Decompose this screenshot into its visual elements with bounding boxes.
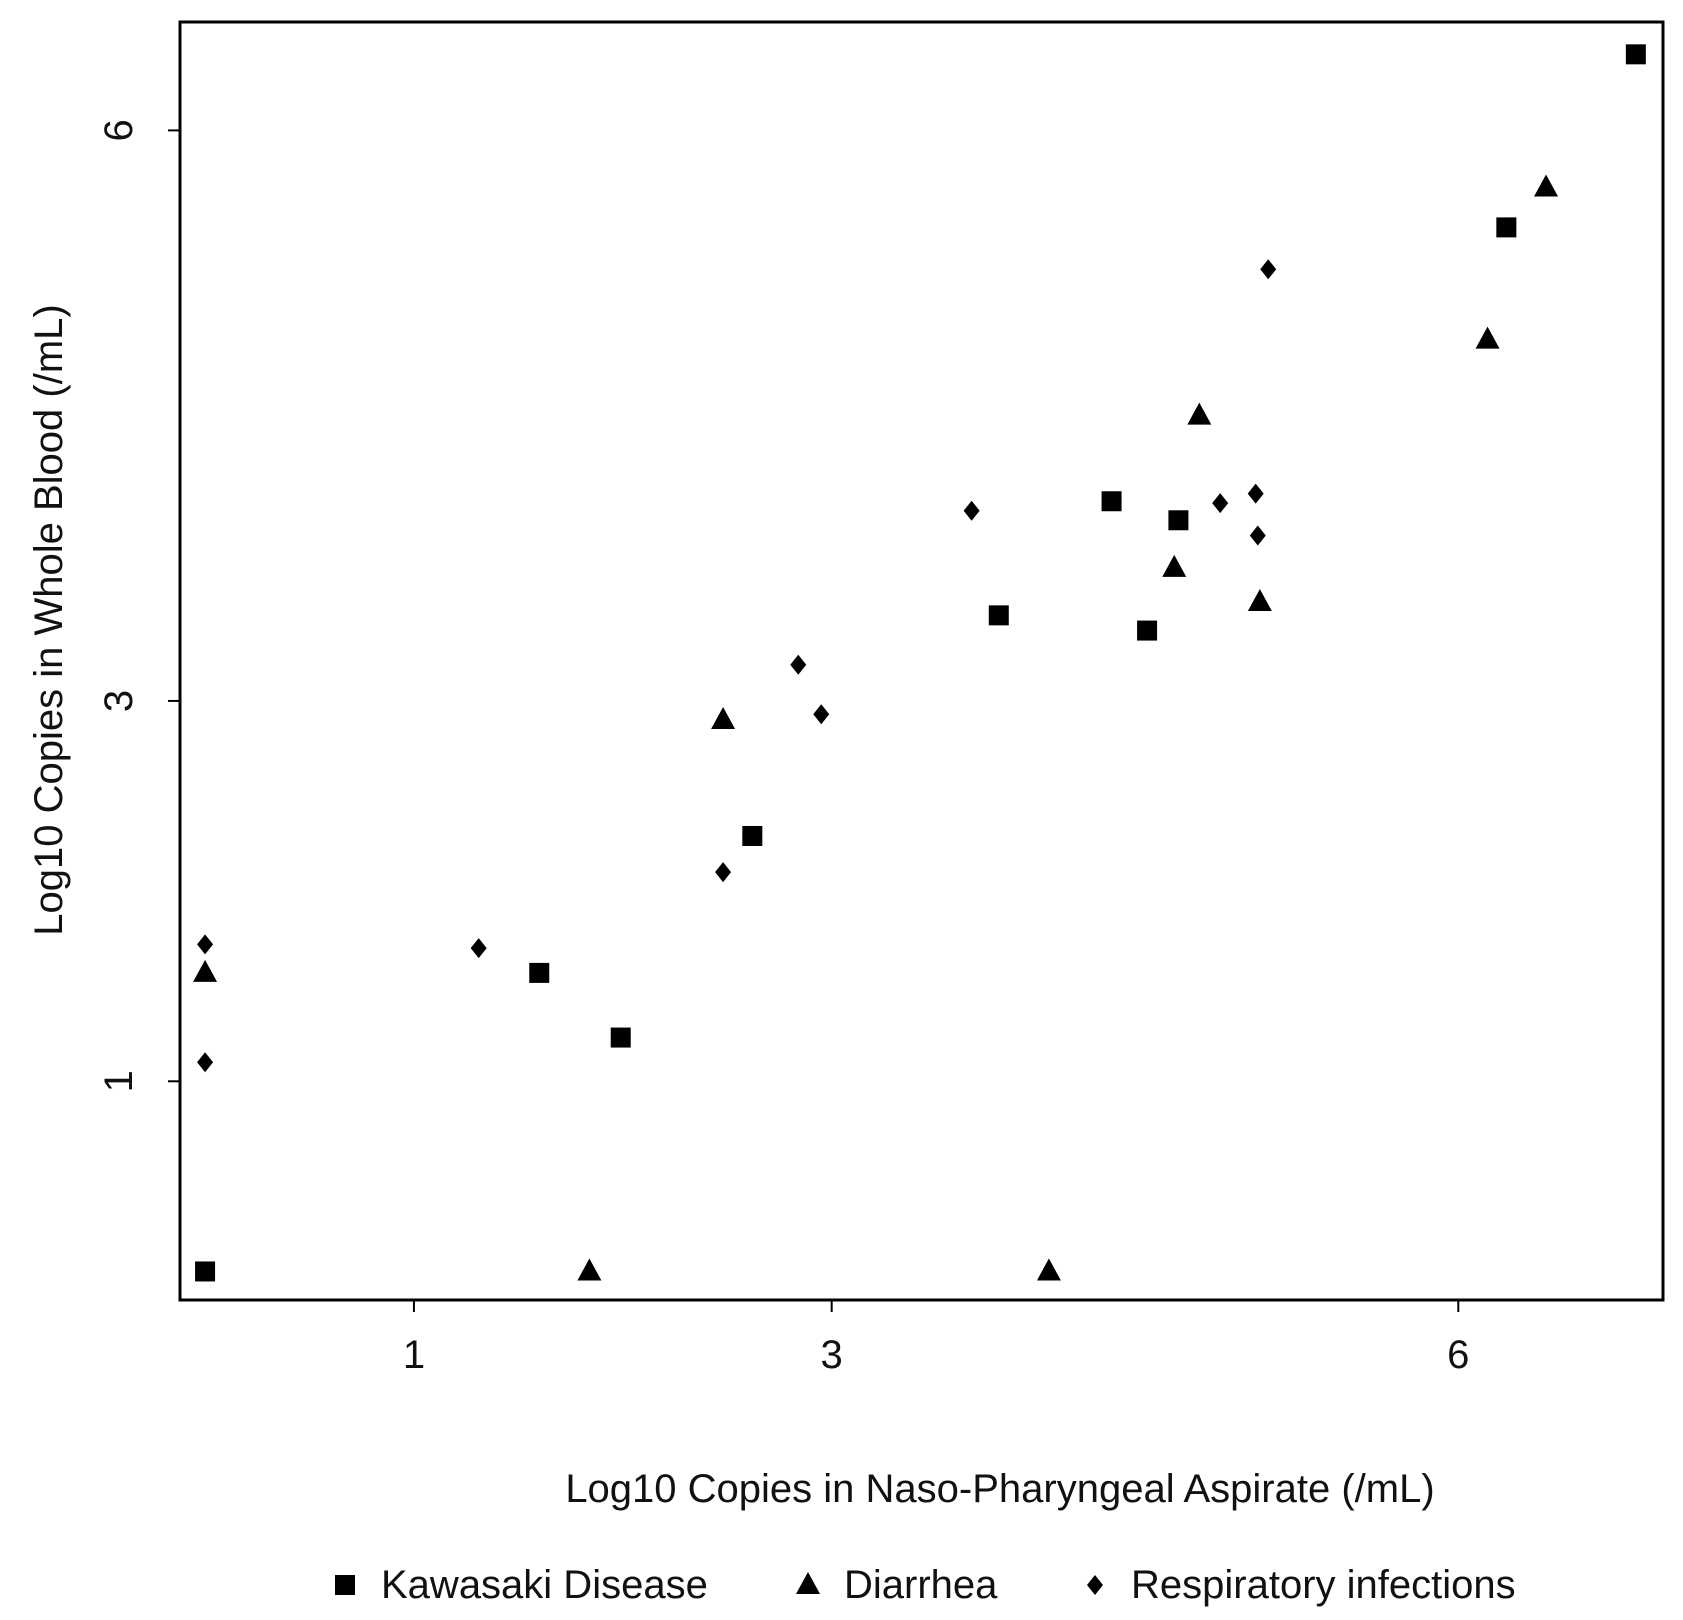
point-respiratory-infections [715,862,732,883]
point-respiratory-infections [197,934,214,955]
x-tick-label: 1 [403,1333,425,1377]
point-kawasaki-disease [1137,620,1158,641]
y-axis-label: Log10 Copies in Whole Blood (/mL) [27,304,71,935]
x-axis-ticks: 1 3 6 [403,1300,1469,1377]
legend-marker-respiratory-infections [1087,1575,1103,1595]
point-respiratory-infections [1260,259,1277,280]
x-axis-label: Log10 Copies in Naso-Pharyngeal Aspirate… [565,1467,1434,1511]
point-respiratory-infections [813,704,830,725]
x-tick-label: 6 [1447,1333,1469,1377]
point-kawasaki-disease [195,1261,216,1282]
point-diarrhea [711,706,736,729]
legend-label: Diarrhea [844,1563,998,1607]
y-tick-label: 3 [97,690,141,712]
x-tick-label: 3 [821,1333,843,1377]
y-axis-ticks: 1 3 6 [97,119,180,1092]
point-diarrhea [1475,326,1500,349]
point-kawasaki-disease [529,962,550,983]
point-kawasaki-disease [610,1027,631,1048]
point-respiratory-infections [197,1052,214,1073]
point-kawasaki-disease [1101,491,1122,512]
point-diarrhea [1162,554,1187,577]
point-diarrhea [1187,402,1212,425]
point-respiratory-infections [1212,493,1229,514]
point-diarrhea [1247,589,1272,612]
point-respiratory-infections [470,938,487,959]
data-points [193,44,1646,1282]
y-tick-label: 1 [97,1070,141,1092]
point-diarrhea [1534,174,1559,197]
point-respiratory-infections [1249,525,1266,546]
point-respiratory-infections [1247,483,1264,504]
point-kawasaki-disease [1496,217,1517,238]
legend-label: Kawasaki Disease [381,1563,708,1607]
legend-item-kawasaki-disease: Kawasaki Disease [335,1563,708,1607]
point-respiratory-infections [963,500,980,521]
point-diarrhea [577,1258,602,1281]
point-kawasaki-disease [1168,510,1189,531]
legend-item-respiratory-infections: Respiratory infections [1087,1563,1516,1607]
y-tick-label: 6 [97,119,141,141]
legend-marker-diarrhea [796,1572,820,1594]
point-diarrhea [193,959,218,982]
legend-marker-kawasaki-disease [335,1575,355,1595]
legend: Kawasaki Disease Diarrhea Respiratory infe… [335,1563,1516,1607]
point-kawasaki-disease [988,605,1009,626]
point-kawasaki-disease [1625,44,1646,65]
plot-frame [178,20,1665,1302]
legend-item-diarrhea: Diarrhea [796,1563,998,1607]
point-respiratory-infections [790,654,807,675]
point-kawasaki-disease [742,825,763,846]
point-diarrhea [1036,1258,1061,1281]
legend-label: Respiratory infections [1131,1563,1516,1607]
